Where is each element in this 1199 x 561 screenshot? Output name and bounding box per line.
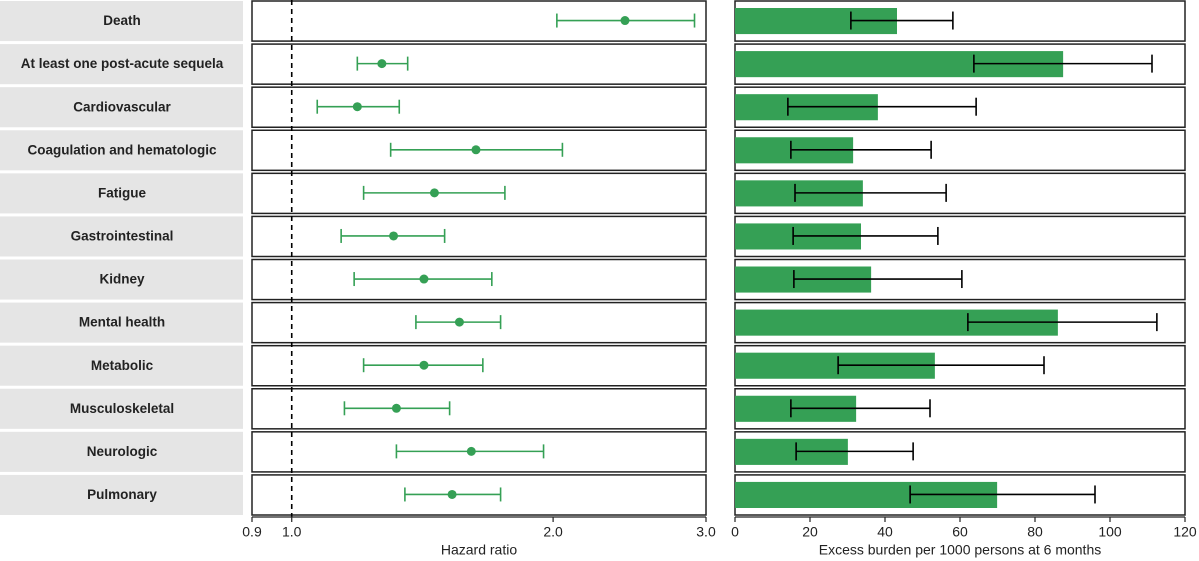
category-box [0,474,243,515]
category-box [0,388,243,429]
category-box [0,87,243,128]
category-label: Neurologic [87,444,158,459]
point [429,188,439,198]
point [447,489,457,499]
x-tick-label: 0.9 [242,524,262,540]
category-label: Pulmonary [87,487,157,502]
x-tick-label: 0 [731,524,739,540]
x-tick-label: 3.0 [696,524,716,540]
point [419,274,429,284]
point [391,403,401,413]
x-tick-label: 100 [1098,524,1122,540]
category-label: Death [103,13,141,28]
point [377,59,387,69]
point [620,16,630,26]
category-label: Metabolic [91,358,154,373]
category-box [0,302,243,343]
category-box [0,345,243,386]
point [471,145,481,155]
x-tick-label: 40 [877,524,893,540]
point [466,446,476,456]
category-label: Mental health [79,315,165,330]
x-axis-title: Excess burden per 1000 persons at 6 mont… [819,542,1102,558]
category-label: Musculoskeletal [70,401,174,416]
x-axis-title: Hazard ratio [441,542,517,558]
category-box [0,431,243,472]
category-box [0,44,243,85]
category-label: Cardiovascular [73,99,171,114]
x-tick-label: 60 [952,524,968,540]
category-box [0,216,243,257]
category-label: Coagulation and hematologic [27,142,216,157]
x-tick-label: 120 [1173,524,1197,540]
point [454,317,464,327]
point [389,231,399,241]
point [352,102,362,112]
x-tick-label: 80 [1027,524,1043,540]
point [419,360,429,370]
category-label: Fatigue [98,185,146,200]
x-tick-label: 20 [802,524,818,540]
category-box [0,1,243,42]
category-label: Kidney [99,272,145,287]
category-box [0,259,243,300]
category-label: Gastrointestinal [71,229,174,244]
x-tick-label: 1.0 [282,524,302,540]
panel-row [251,215,707,258]
category-box [0,130,243,171]
panel-row [251,388,707,430]
panel-row [251,43,707,85]
category-box [0,173,243,214]
category-label: At least one post-acute sequela [21,56,224,71]
x-tick-label: 2.0 [543,524,563,540]
